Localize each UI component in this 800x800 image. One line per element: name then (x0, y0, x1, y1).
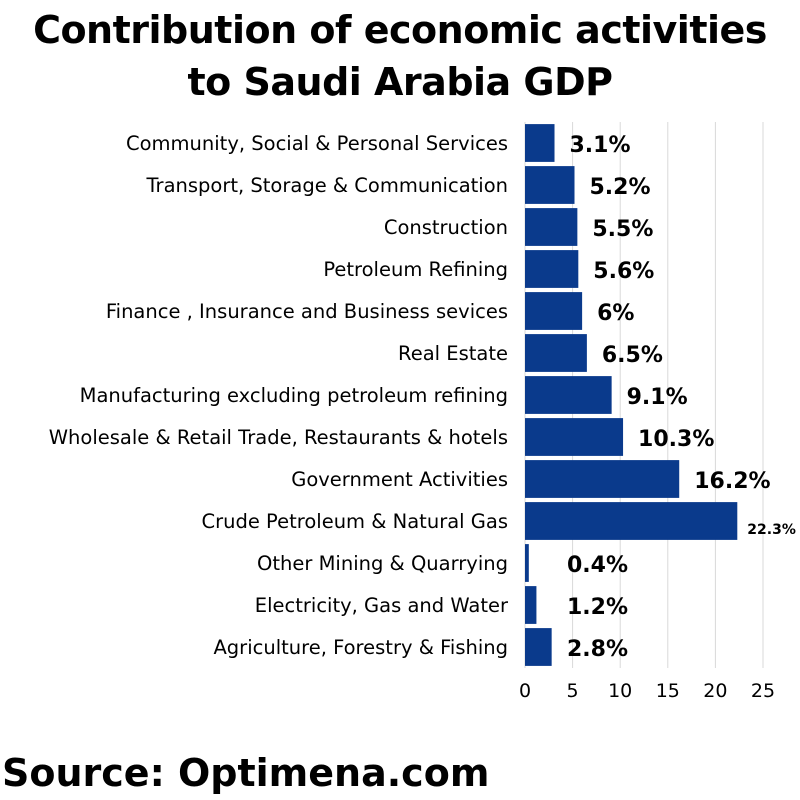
x-tick-label-3: 15 (656, 680, 680, 702)
data-label-1: 5.2% (590, 175, 651, 200)
chart-title-line-2: to Saudi Arabia GDP (187, 60, 614, 104)
chart-title-line-1: Contribution of economic activities (33, 8, 767, 52)
bar-3 (525, 250, 579, 288)
data-label-0: 3.1% (570, 133, 631, 158)
data-label-8: 16.2% (694, 469, 770, 494)
data-label-5: 6.5% (602, 343, 663, 368)
category-label-9: Crude Petroleum & Natural Gas (201, 510, 508, 533)
category-label-11: Electricity, Gas and Water (255, 594, 509, 617)
bar-0 (525, 124, 555, 162)
data-label-7: 10.3% (638, 427, 714, 452)
category-label-6: Manufacturing excluding petroleum refini… (80, 384, 508, 407)
bar-4 (525, 292, 583, 330)
x-tick-label-0: 0 (519, 680, 531, 702)
bar-5 (525, 334, 587, 372)
category-label-8: Government Activities (291, 468, 508, 491)
bar-6 (525, 376, 612, 414)
category-label-3: Petroleum Refining (323, 258, 508, 281)
data-label-11: 1.2% (567, 595, 628, 620)
x-tick-label-4: 20 (703, 680, 727, 702)
data-label-6: 9.1% (627, 385, 688, 410)
category-label-5: Real Estate (398, 342, 508, 365)
category-label-10: Other Mining & Quarrying (257, 552, 508, 575)
data-label-2: 5.5% (592, 217, 653, 242)
category-label-7: Wholesale & Retail Trade, Restaurants & … (49, 426, 508, 449)
category-label-2: Construction (384, 216, 508, 239)
source-note: Source: Optimena.com (2, 751, 490, 795)
category-label-12: Agriculture, Forestry & Fishing (213, 636, 508, 659)
chart-title: Contribution of economic activities to S… (0, 4, 800, 108)
data-label-3: 5.6% (593, 259, 654, 284)
bar-11 (525, 586, 537, 624)
data-label-12: 2.8% (567, 637, 628, 662)
bar-8 (525, 460, 680, 498)
category-label-1: Transport, Storage & Communication (146, 174, 509, 197)
category-label-0: Community, Social & Personal Services (126, 132, 508, 155)
data-label-4: 6% (597, 301, 634, 326)
bar-10 (525, 544, 529, 582)
bar-2 (525, 208, 578, 246)
data-label-9: 22.3% (747, 522, 796, 538)
x-tick-label-5: 25 (751, 680, 775, 702)
bar-12 (525, 628, 552, 666)
bar-1 (525, 166, 575, 204)
bar-9 (525, 502, 738, 540)
x-tick-label-2: 10 (608, 680, 632, 702)
data-label-10: 0.4% (567, 553, 628, 578)
bar-7 (525, 418, 624, 456)
x-tick-label-1: 5 (567, 680, 579, 702)
category-label-4: Finance , Insurance and Business sevices (106, 300, 508, 323)
